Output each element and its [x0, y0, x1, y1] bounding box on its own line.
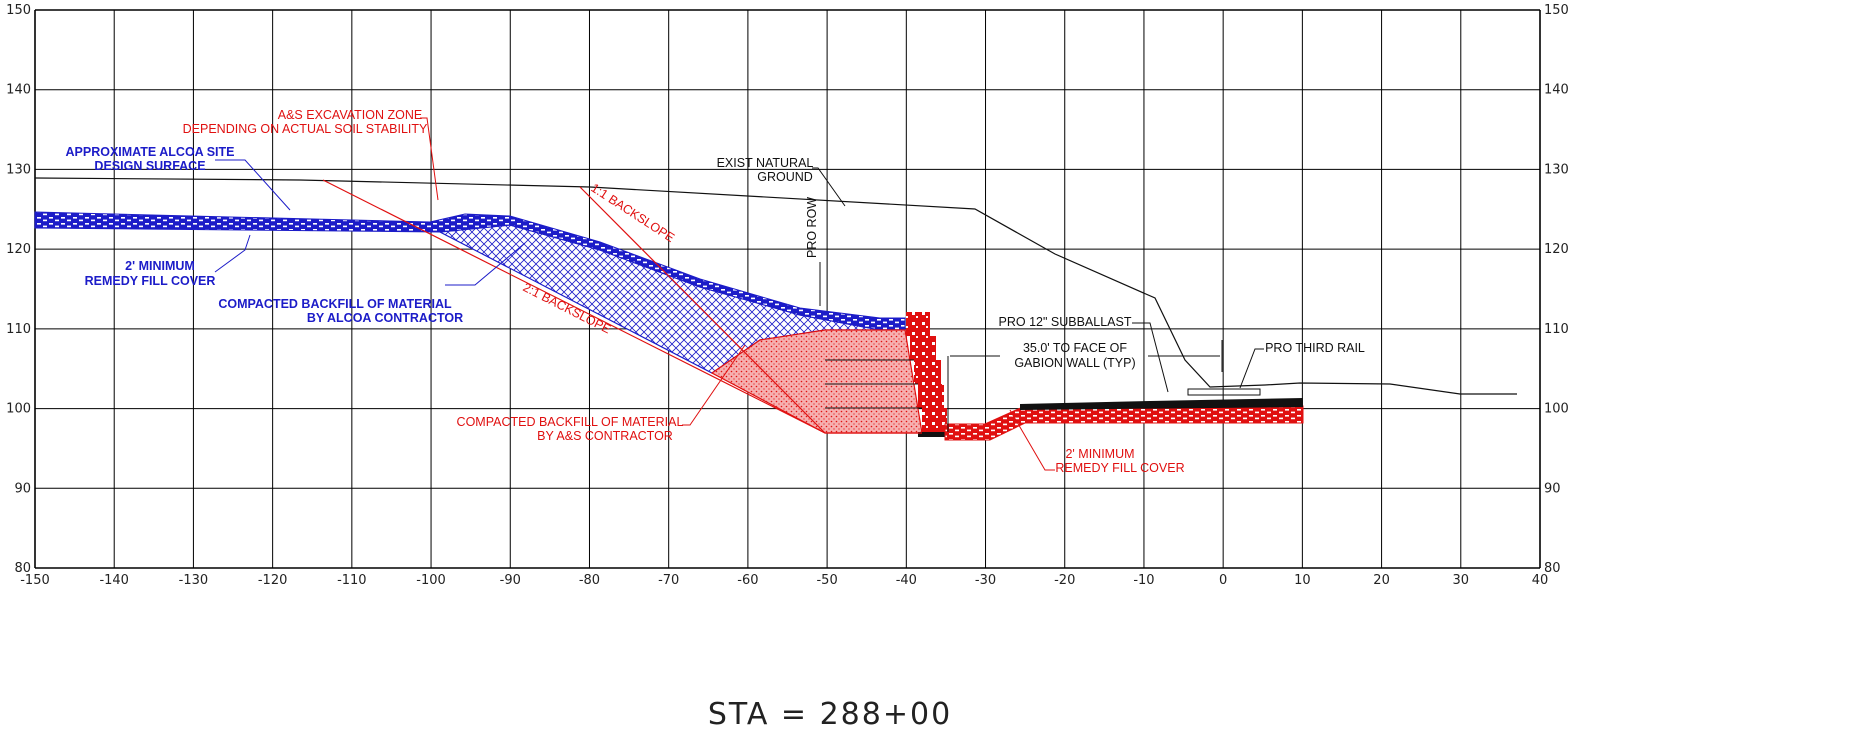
- axis-ticks: -150 -140 -130 -120 -110 -100 -90 -80 -70 -60 -50-…: [6, 3, 1569, 588]
- x-tick-label: 30: [1453, 573, 1470, 588]
- x-tick-label: -10: [1133, 573, 1154, 588]
- subballast-layer: [1020, 398, 1303, 410]
- label-alcoa-site-line2: DESIGN SURFACE: [94, 159, 205, 173]
- backslope-1to1-line: [579, 186, 826, 434]
- x-tick-label: -130: [179, 573, 209, 588]
- x-tick-label: -70: [658, 573, 679, 588]
- gabion-wall: [825, 312, 950, 437]
- leader-lines: [214, 117, 1264, 471]
- station-label: STA = 288+00: [708, 697, 952, 732]
- y-tick-label-left: 120: [6, 242, 31, 257]
- label-natural-ground: EXIST NATURAL: [717, 156, 814, 170]
- label-backfill-alcoa-line2: BY ALCOA CONTRACTOR: [307, 311, 463, 325]
- y-tick-label-right: 80: [1544, 561, 1561, 576]
- label-gabion-distance: 35.0' TO FACE OF: [1023, 341, 1127, 355]
- y-tick-label-left: 130: [6, 162, 31, 177]
- y-tick-label-right: 90: [1544, 481, 1561, 496]
- y-tick-label-left: 90: [14, 481, 31, 496]
- label-min-cover-left: 2' MINIMUM: [125, 259, 195, 273]
- x-tick-label: 10: [1294, 573, 1311, 588]
- label-natural-ground-line2: GROUND: [757, 170, 813, 184]
- y-tick-label-right: 100: [1544, 402, 1569, 417]
- x-tick-label: -110: [337, 573, 367, 588]
- x-tick-label: -140: [99, 573, 129, 588]
- x-tick-label: -40: [896, 573, 917, 588]
- y-tick-label-left: 110: [6, 322, 31, 337]
- label-excavation-zone-line2: DEPENDING ON ACTUAL SOIL STABILITY: [183, 122, 428, 136]
- alcoa-remedy-cover: [34, 211, 906, 331]
- third-rail-symbol: [1187, 388, 1261, 396]
- y-tick-label-left: 150: [6, 3, 31, 18]
- label-backfill-as: COMPACTED BACKFILL OF MATERIAL: [457, 415, 684, 429]
- x-tick-label: -100: [416, 573, 446, 588]
- label-backslope-1to1: 1:1 BACKSLOPE: [588, 181, 677, 245]
- x-tick-label: -150: [20, 573, 50, 588]
- y-tick-label-left: 100: [6, 402, 31, 417]
- backslope-2to1-line: [322, 179, 826, 434]
- label-excavation-zone: A&S EXCAVATION ZONE: [278, 108, 422, 122]
- label-alcoa-site: APPROXIMATE ALCOA SITE: [66, 145, 235, 159]
- label-gabion-distance-line2: GABION WALL (TYP): [1014, 356, 1135, 370]
- label-backfill-as-line2: BY A&S CONTRACTOR: [537, 429, 673, 443]
- x-tick-label: -30: [975, 573, 996, 588]
- existing-ground-line: [34, 177, 1517, 395]
- x-tick-label: -60: [737, 573, 758, 588]
- x-tick-label: 20: [1373, 573, 1390, 588]
- x-tick-label: -120: [258, 573, 288, 588]
- y-tick-label-right: 140: [1544, 83, 1569, 98]
- y-tick-label-right: 130: [1544, 162, 1569, 177]
- label-third-rail: PRO THIRD RAIL: [1265, 341, 1365, 355]
- label-min-cover-right: 2' MINIMUM: [1065, 447, 1134, 461]
- label-pro-row: PRO ROW: [805, 197, 819, 258]
- label-backfill-alcoa: COMPACTED BACKFILL OF MATERIAL: [218, 297, 452, 311]
- label-min-cover-right-line2: REMEDY FILL COVER: [1055, 461, 1184, 475]
- y-tick-label-left: 140: [6, 83, 31, 98]
- x-tick-label: 40: [1532, 573, 1549, 588]
- x-tick-label: -90: [500, 573, 521, 588]
- x-tick-label: -50: [816, 573, 837, 588]
- x-tick-label: -80: [579, 573, 600, 588]
- y-tick-label-right: 120: [1544, 242, 1569, 257]
- x-tick-label: -20: [1054, 573, 1075, 588]
- label-subballast: PRO 12" SUBBALLAST: [999, 315, 1132, 329]
- right-remedy-cover: [944, 405, 1304, 441]
- label-min-cover-left-line2: REMEDY FILL COVER: [85, 274, 216, 288]
- grid: [34, 9, 1541, 569]
- x-tick-label: 0: [1219, 573, 1227, 588]
- y-tick-label-right: 150: [1544, 3, 1569, 18]
- y-tick-label-right: 110: [1544, 322, 1569, 337]
- y-tick-label-left: 80: [14, 561, 31, 576]
